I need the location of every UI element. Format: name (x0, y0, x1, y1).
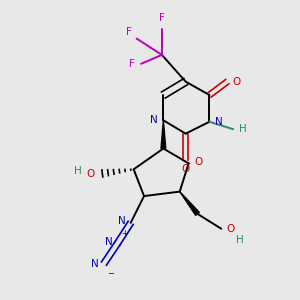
Text: O: O (194, 157, 202, 167)
Text: N: N (105, 237, 113, 247)
Text: F: F (129, 59, 135, 69)
Text: −: − (107, 269, 115, 278)
Text: N: N (150, 115, 158, 125)
Text: O: O (182, 164, 190, 174)
Text: H: H (236, 235, 244, 245)
Text: N: N (215, 117, 223, 127)
Text: O: O (87, 169, 95, 179)
Text: F: F (126, 27, 132, 37)
Polygon shape (161, 120, 166, 148)
Text: N: N (91, 259, 99, 269)
Text: O: O (232, 76, 241, 87)
Text: +: + (121, 229, 128, 238)
Text: H: H (74, 166, 82, 176)
Text: H: H (238, 124, 246, 134)
Text: N: N (118, 216, 125, 226)
Polygon shape (180, 192, 200, 215)
Text: O: O (227, 224, 235, 234)
Text: F: F (159, 14, 165, 23)
